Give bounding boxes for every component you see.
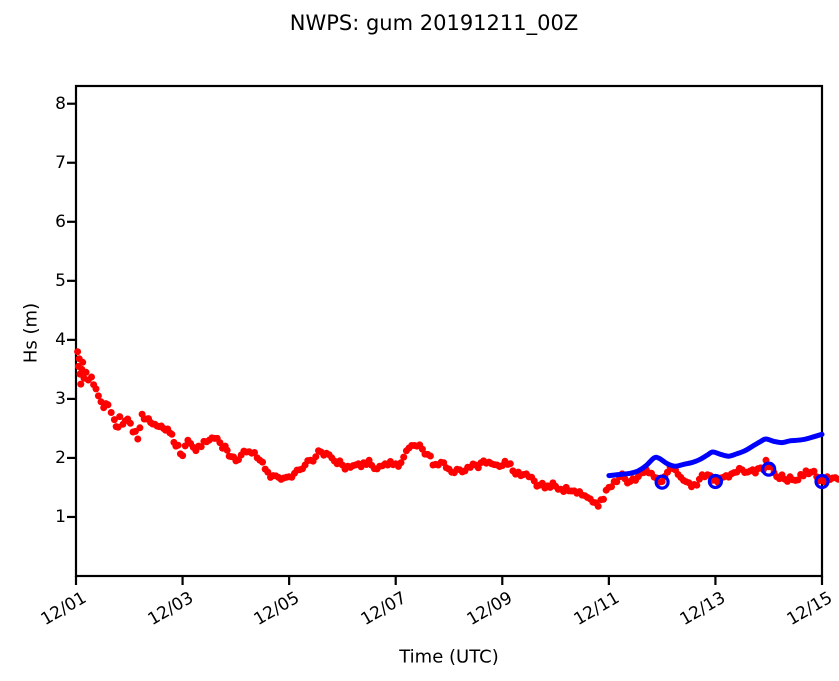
obs-point	[92, 385, 100, 393]
forecast-marker	[654, 474, 670, 490]
obs-point	[168, 430, 176, 438]
obs-point	[82, 368, 90, 376]
forecast-marker	[814, 473, 830, 490]
obs-point	[251, 449, 258, 456]
obs-point	[94, 392, 102, 400]
obs-point	[181, 442, 189, 450]
obs-point	[693, 481, 701, 489]
obs-point	[134, 435, 142, 443]
obs-point	[197, 443, 205, 451]
y-tick-label-7: 7	[55, 152, 66, 173]
obs-point	[107, 409, 115, 416]
obs-point	[312, 453, 320, 461]
obs-point	[397, 459, 405, 467]
obs-point	[426, 452, 434, 460]
obs-point	[223, 446, 231, 454]
obs-point	[506, 460, 514, 468]
observation-dots	[74, 348, 839, 510]
obs-point	[810, 467, 818, 475]
y-tick-label-1: 1	[55, 506, 66, 527]
y-tick-label-4: 4	[55, 329, 66, 350]
obs-point	[110, 416, 118, 424]
obs-point	[116, 413, 124, 421]
obs-point	[77, 380, 85, 388]
y-tick-label-2: 2	[55, 447, 66, 468]
obs-point	[264, 468, 272, 476]
obs-point	[216, 439, 224, 447]
obs-point	[530, 477, 538, 485]
y-tick-label-5: 5	[55, 270, 66, 291]
obs-point	[136, 424, 144, 432]
obs-point	[179, 452, 187, 460]
obs-point	[600, 495, 607, 503]
obs-point	[608, 483, 615, 491]
obs-point	[834, 475, 839, 483]
obs-point	[259, 458, 266, 466]
obs-point	[794, 476, 802, 484]
obs-point	[104, 401, 112, 409]
y-tick-label-8: 8	[55, 93, 66, 114]
obs-point	[79, 358, 87, 366]
obs-point	[126, 419, 134, 427]
obs-point	[400, 453, 408, 461]
forecast-marker	[761, 461, 777, 477]
obs-point	[74, 348, 82, 356]
x-axis-label: Time (UTC)	[399, 646, 499, 668]
chart-title: NWPS: gum 20191211_00Z	[289, 11, 579, 35]
obs-point	[88, 373, 95, 381]
y-tick-label-3: 3	[55, 388, 66, 409]
obs-point	[594, 502, 602, 510]
forecast-line	[606, 431, 825, 479]
obs-point	[174, 441, 182, 449]
forecast-marker	[707, 473, 724, 490]
plot-box	[74, 84, 824, 578]
obs-point	[664, 468, 671, 476]
y-tick-label-6: 6	[55, 211, 66, 232]
